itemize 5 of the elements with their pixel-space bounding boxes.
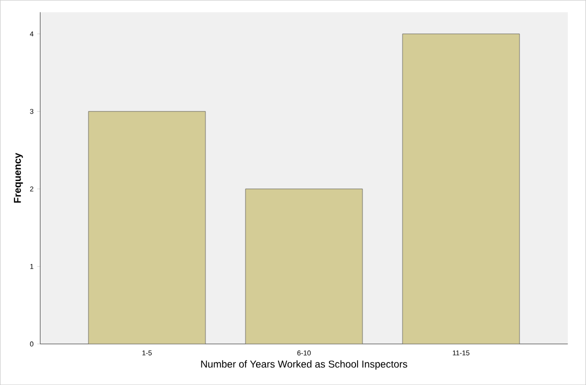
x-axis-title: Number of Years Worked as School Inspectors [201,360,408,370]
bar [88,111,206,344]
y-axis-title: Frequency [14,152,23,203]
bar [402,34,520,344]
bar [245,188,363,344]
